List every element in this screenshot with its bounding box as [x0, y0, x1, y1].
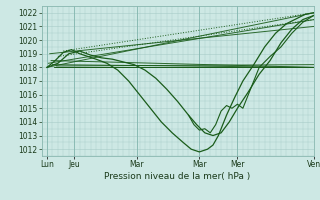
- X-axis label: Pression niveau de la mer( hPa ): Pression niveau de la mer( hPa ): [104, 172, 251, 181]
